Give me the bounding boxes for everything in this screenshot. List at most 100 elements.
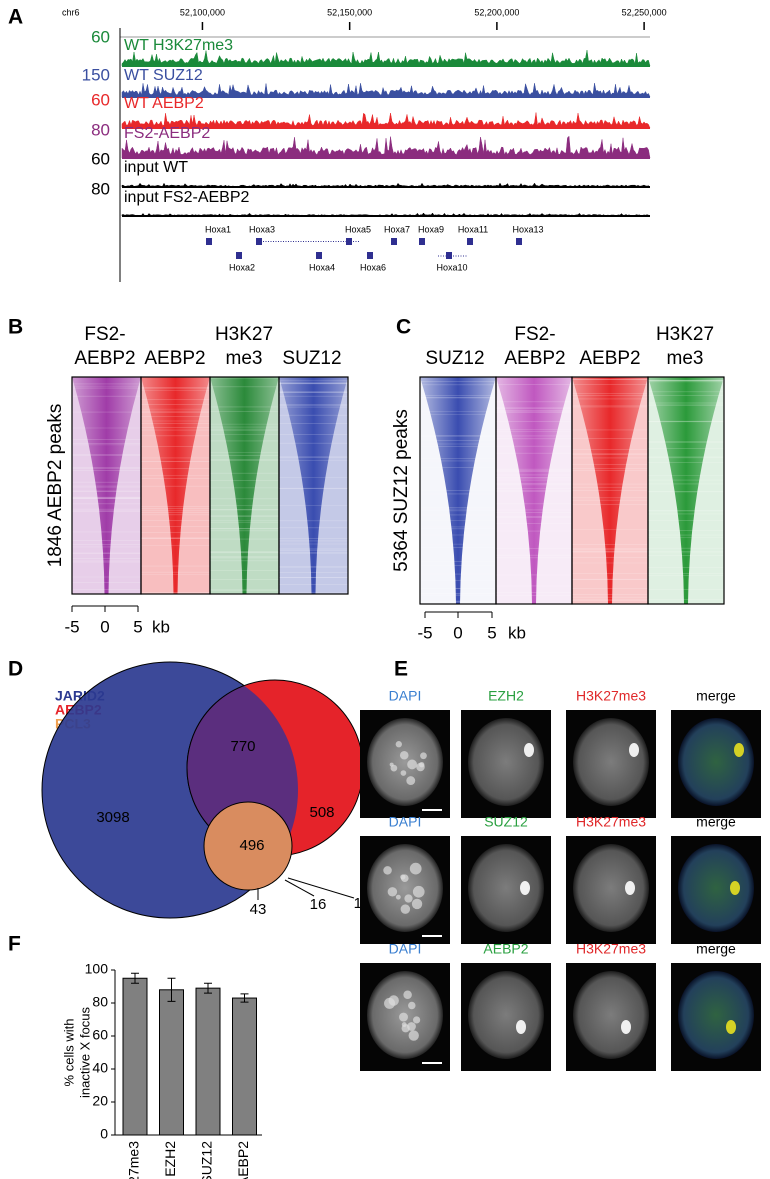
xi-focus bbox=[524, 743, 534, 757]
y-tick-label: 40 bbox=[92, 1060, 108, 1076]
track-signal bbox=[121, 135, 651, 159]
track-signal bbox=[121, 50, 651, 67]
nuclear-spot bbox=[404, 894, 413, 903]
heatmap-signal bbox=[72, 377, 141, 594]
heatmap-signal bbox=[496, 377, 572, 604]
column-header: me3 bbox=[226, 348, 263, 369]
track-name: FS2-AEBP2 bbox=[124, 125, 210, 142]
y-tick-label: 100 bbox=[85, 961, 109, 977]
nuclear-spot bbox=[399, 750, 409, 760]
nuclear-spot bbox=[403, 990, 412, 1000]
track-scale: 150 bbox=[82, 65, 110, 84]
x-tick-label: -5 bbox=[417, 623, 432, 642]
nucleus bbox=[468, 718, 544, 806]
x-tick-label: K27me3 bbox=[126, 1141, 142, 1179]
venn-count: 496 bbox=[239, 837, 264, 854]
gene-label: Hoxa5 bbox=[345, 224, 371, 234]
gene-model bbox=[236, 252, 242, 259]
nuclear-spot bbox=[387, 887, 398, 897]
nuclear-spot bbox=[407, 759, 417, 770]
nuclear-spot bbox=[420, 752, 427, 760]
nuclear-spot bbox=[395, 894, 401, 900]
x-tick-label: 5 bbox=[487, 623, 496, 642]
nuclear-spot bbox=[418, 761, 425, 768]
track-name: input FS2-AEBP2 bbox=[124, 189, 250, 206]
panel-label: F bbox=[8, 933, 21, 956]
image-header: merge bbox=[696, 941, 736, 957]
bar bbox=[122, 977, 148, 1136]
x-tick-label: SUZ12 bbox=[199, 1141, 215, 1179]
track-scale: 60 bbox=[91, 90, 110, 109]
gene-label: Hoxa3 bbox=[249, 224, 275, 234]
track-name: input WT bbox=[124, 159, 188, 176]
x-tick-label: 0 bbox=[100, 617, 109, 636]
track-scale: 80 bbox=[91, 120, 110, 139]
y-axis-label: inactive X focus bbox=[77, 1006, 92, 1098]
track-scale: 60 bbox=[91, 149, 110, 168]
error-bar bbox=[240, 993, 249, 1003]
track-scale: 80 bbox=[91, 179, 110, 198]
track-signal bbox=[121, 83, 651, 98]
gene-model bbox=[316, 252, 322, 259]
column-header: me3 bbox=[667, 348, 704, 369]
gene-label: Hoxa1 bbox=[205, 224, 231, 234]
column-header: AEBP2 bbox=[144, 348, 205, 369]
nuclear-spot bbox=[400, 770, 407, 776]
image-header: AEBP2 bbox=[483, 941, 528, 957]
gene-label: Hoxa6 bbox=[360, 262, 386, 272]
venn-set bbox=[203, 801, 293, 891]
image-header: H3K27me3 bbox=[576, 688, 646, 704]
bar bbox=[159, 989, 184, 1136]
nuclear-spot bbox=[400, 874, 409, 883]
venn-count: 770 bbox=[230, 738, 255, 755]
nucleus bbox=[573, 718, 649, 806]
coordinate-label: 52,250,000 bbox=[622, 7, 667, 17]
track-name: WT H3K27me3 bbox=[124, 37, 233, 54]
gene-label: Hoxa4 bbox=[309, 262, 335, 272]
bar bbox=[232, 997, 257, 1136]
heatmap-ylabel: 1846 AEBP2 peaks bbox=[45, 404, 66, 568]
nucleus bbox=[367, 718, 443, 806]
gene-model bbox=[391, 238, 397, 245]
nucleus bbox=[468, 844, 544, 932]
column-header: AEBP2 bbox=[579, 348, 640, 369]
gene-label: Hoxa11 bbox=[458, 224, 488, 234]
leader-line bbox=[284, 879, 315, 897]
xi-focus bbox=[726, 1020, 736, 1034]
image-header: H3K27me3 bbox=[576, 814, 646, 830]
x-tick-label: 0 bbox=[453, 623, 462, 642]
track-name: WT SUZ12 bbox=[124, 67, 203, 84]
venn-count: 508 bbox=[309, 804, 334, 821]
gene-label: Hoxa10 bbox=[436, 262, 467, 272]
x-tick-label: 5 bbox=[133, 617, 142, 636]
nuclear-spot bbox=[406, 776, 416, 785]
heatmap-signal bbox=[648, 377, 724, 604]
image-header: DAPI bbox=[389, 814, 422, 830]
column-header: FS2- bbox=[514, 324, 555, 345]
heatmap-signal bbox=[420, 377, 496, 604]
nuclear-spot bbox=[401, 1022, 407, 1028]
track-name: WT AEBP2 bbox=[124, 95, 204, 112]
bar bbox=[195, 987, 221, 1136]
column-header: H3K27 bbox=[656, 324, 714, 345]
xi-focus bbox=[625, 881, 635, 895]
nuclear-spot bbox=[400, 904, 411, 914]
xi-focus bbox=[516, 1020, 526, 1034]
image-header: merge bbox=[696, 814, 736, 830]
image-header: SUZ12 bbox=[484, 814, 528, 830]
xi-focus bbox=[730, 881, 740, 895]
gene-model bbox=[516, 238, 522, 245]
heatmap-frame bbox=[647, 376, 725, 605]
gene-model bbox=[206, 238, 212, 245]
venn-count: 3098 bbox=[96, 809, 129, 826]
nuclear-spot bbox=[408, 1030, 419, 1041]
heatmap-signal bbox=[141, 377, 210, 594]
column-header: FS2- bbox=[84, 324, 125, 345]
nuclear-spot bbox=[411, 898, 423, 910]
venn-count: 43 bbox=[250, 901, 267, 918]
column-header: AEBP2 bbox=[74, 348, 135, 369]
heatmap-frame bbox=[278, 376, 349, 595]
nucleus bbox=[678, 844, 754, 932]
nuclear-spot bbox=[412, 885, 425, 898]
xi-focus bbox=[520, 881, 530, 895]
